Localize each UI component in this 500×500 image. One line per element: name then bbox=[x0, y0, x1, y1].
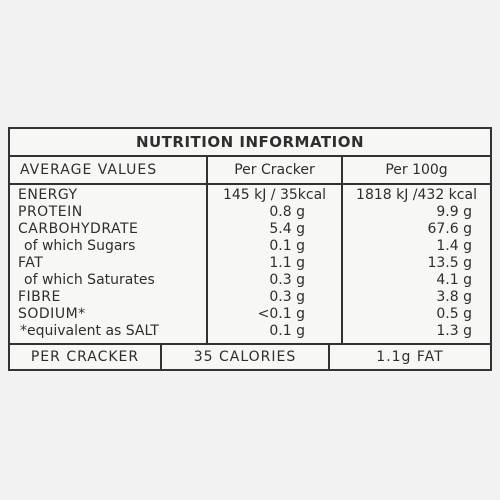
nutrient-value: 0.3 g bbox=[269, 289, 305, 305]
nutrition-label: NUTRITION INFORMATION AVERAGE VALUES Per … bbox=[8, 127, 492, 371]
nutrient-name: CARBOHYDRATE bbox=[18, 221, 139, 237]
nutrient-name: SODIUM* bbox=[18, 306, 86, 322]
footer-cell: PER CRACKER bbox=[30, 349, 140, 365]
nutrient-name: FAT bbox=[18, 255, 44, 271]
rule bbox=[10, 183, 490, 185]
column-header: Per Cracker bbox=[234, 162, 315, 178]
nutrient-name: of which Saturates bbox=[24, 272, 155, 288]
nutrient-value: 67.6 g bbox=[427, 221, 472, 237]
footer-cell: 35 CALORIES bbox=[193, 349, 297, 365]
nutrient-name: ENERGY bbox=[18, 187, 78, 203]
nutrient-value: 145 kJ / 35kcal bbox=[222, 187, 327, 203]
nutrient-value: 1.4 g bbox=[436, 238, 472, 254]
nutrient-name: of which Sugars bbox=[24, 238, 136, 254]
rule bbox=[341, 157, 343, 343]
rule bbox=[206, 157, 208, 343]
nutrient-value: 0.3 g bbox=[269, 272, 305, 288]
nutrient-value: 1818 kJ /432 kcal bbox=[356, 187, 477, 203]
rule bbox=[10, 155, 490, 157]
nutrient-value: 13.5 g bbox=[427, 255, 472, 271]
nutrient-name: FIBRE bbox=[18, 289, 61, 305]
column-header: AVERAGE VALUES bbox=[20, 162, 158, 178]
nutrient-value: 5.4 g bbox=[269, 221, 305, 237]
rule bbox=[10, 343, 490, 345]
nutrient-name: PROTEIN bbox=[18, 204, 83, 220]
nutrient-value: 0.1 g bbox=[269, 238, 305, 254]
nutrient-value: <0.1 g bbox=[257, 306, 305, 322]
column-header: Per 100g bbox=[385, 162, 448, 178]
rule bbox=[160, 345, 162, 369]
nutrient-value: 9.9 g bbox=[436, 204, 472, 220]
table-title: NUTRITION INFORMATION bbox=[135, 133, 365, 151]
nutrient-value: 3.8 g bbox=[436, 289, 472, 305]
nutrient-value: 0.1 g bbox=[269, 323, 305, 339]
nutrient-value: 0.5 g bbox=[436, 306, 472, 322]
rule bbox=[328, 345, 330, 369]
nutrient-value: 1.3 g bbox=[436, 323, 472, 339]
nutrient-name: *equivalent as SALT bbox=[20, 323, 159, 339]
nutrient-value: 0.8 g bbox=[269, 204, 305, 220]
nutrient-value: 4.1 g bbox=[436, 272, 472, 288]
nutrient-value: 1.1 g bbox=[269, 255, 305, 271]
footer-cell: 1.1g FAT bbox=[376, 349, 444, 365]
